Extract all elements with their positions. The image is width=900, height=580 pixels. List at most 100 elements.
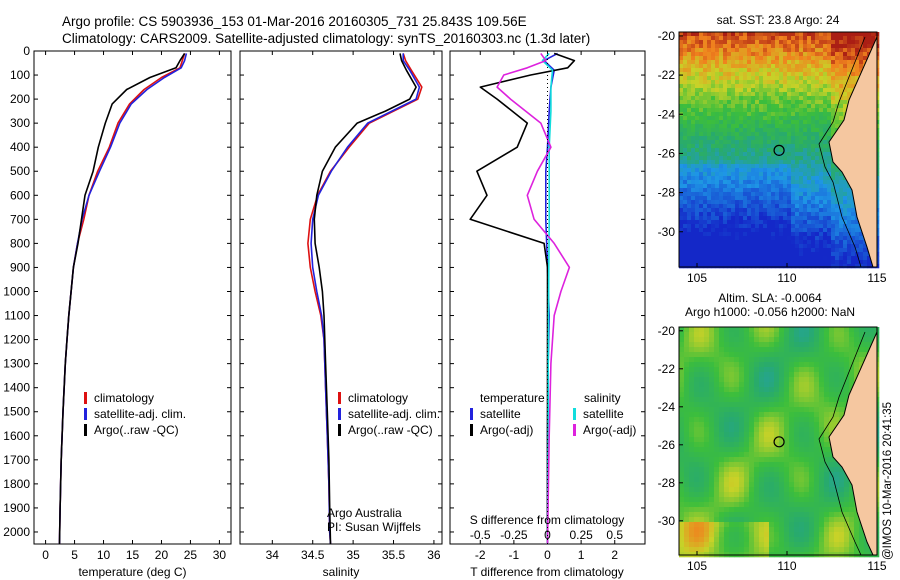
sst-map-lat-label: -20 — [658, 29, 676, 43]
difference-series-line — [541, 52, 554, 545]
difference-series-line — [496, 52, 571, 545]
temperature-frame — [33, 50, 232, 545]
depth-tick-label: 700 — [10, 212, 30, 226]
diff-legend-title: salinity — [584, 391, 621, 405]
temperature-xtick-label: 10 — [97, 548, 111, 562]
depth-tick-label: 0 — [23, 44, 30, 58]
sla-map-lon-label: 110 — [777, 559, 796, 573]
sst-map-frame — [678, 31, 878, 268]
profile-title: Argo profile: CS 5903936_153 01-Mar-2016… — [62, 14, 527, 29]
bathymetry-contour — [818, 36, 866, 268]
imos-credit: @IMOS 10-Mar-2016 20:41:35 — [882, 401, 894, 560]
depth-tick-label: 1000 — [3, 284, 30, 298]
depth-tick-label: 1100 — [4, 309, 30, 323]
temperature-diff-legend-item: satellite — [480, 407, 521, 421]
sla-map-lon-label: 115 — [867, 559, 886, 573]
depth-tick-label: 1700 — [3, 453, 30, 467]
depth-tick-label: 600 — [10, 188, 30, 202]
salinity-diff-tick-label: 0.5 — [606, 528, 623, 542]
temperature-xlabel: temperature (deg C) — [78, 565, 186, 579]
depth-tick-label: 1200 — [3, 333, 30, 347]
temperature-legend-item: Argo(..raw -QC) — [94, 423, 179, 437]
salinity-legend-swatch — [338, 408, 341, 420]
salinity-diff-label: S difference from climatology — [470, 513, 625, 527]
salinity-frame — [239, 50, 443, 545]
depth-tick-label: 200 — [10, 92, 30, 106]
depth-tick-label: 1600 — [3, 429, 30, 443]
depth-tick-label: 900 — [10, 260, 30, 274]
temperature-series-line — [58, 53, 188, 545]
temperature-legend-item: climatology — [94, 391, 154, 405]
temperature-xtick-label: 20 — [155, 548, 169, 562]
sla-map-lon-label: 105 — [687, 559, 707, 573]
sla-subtitle: Argo h1000: -0.056 h2000: NaN — [685, 305, 855, 319]
salinity-xtick-label: 34.5 — [301, 548, 325, 562]
temperature-legend-swatch — [84, 392, 87, 404]
temperature-xtick-label: 25 — [184, 548, 198, 562]
difference-xtick-label: 2 — [611, 548, 618, 562]
sla-map-lat-label: -24 — [658, 400, 676, 414]
depth-tick-label: 1500 — [3, 405, 30, 419]
sla-map-lat-label: -28 — [658, 476, 676, 490]
sst-map-lon-label: 115 — [867, 271, 886, 285]
sst-map-lat-label: -22 — [658, 68, 676, 82]
salinity-diff-tick-label: 0.25 — [569, 528, 593, 542]
salinity-diff-tick-label: 0 — [544, 528, 551, 542]
climatology-title: Climatology: CARS2009. Satellite-adjuste… — [62, 31, 591, 46]
sst-title: sat. SST: 23.8 Argo: 24 — [717, 13, 840, 27]
sst-map-lat-label: -24 — [658, 107, 676, 121]
temperature-xtick-label: 0 — [42, 548, 49, 562]
depth-tick-label: 100 — [10, 68, 30, 82]
sla-map-lat-label: -30 — [658, 514, 676, 528]
diff-legend-title: temperature — [480, 391, 545, 405]
depth-tick-label: 500 — [10, 164, 30, 178]
argo-position-marker — [773, 144, 785, 156]
depth-tick-label: 800 — [10, 236, 30, 250]
salinity-xtick-label: 36 — [427, 548, 441, 562]
temperature-xtick-label: 5 — [71, 548, 78, 562]
salinity-diff-legend-swatch — [573, 408, 576, 420]
salinity-panel: 34 34.5 35 35.5 36 salinity climatology satelli… — [239, 50, 443, 579]
temperature-series-line — [58, 53, 186, 545]
salinity-legend-item: satellite-adj. clim. — [348, 407, 440, 421]
depth-tick-label: 1800 — [3, 477, 30, 491]
bathymetry-contour — [818, 331, 866, 556]
temperature-diff-legend-swatch — [470, 424, 473, 436]
salinity-diff-legend-item: Argo(-adj) — [583, 423, 636, 437]
temperature-diff-legend-swatch — [470, 408, 473, 420]
salinity-legend-item: climatology — [348, 391, 408, 405]
sla-map-frame — [678, 326, 878, 556]
temperature-xtick-label: 30 — [213, 548, 227, 562]
sst-map-lon-label: 110 — [777, 271, 796, 285]
temperature-legend-swatch — [84, 424, 87, 436]
temperature-xtick-label: 15 — [126, 548, 140, 562]
difference-xtick-label: 1 — [578, 548, 585, 562]
difference-xtick-label: 0 — [544, 548, 551, 562]
temperature-legend-item: satellite-adj. clim. — [94, 407, 186, 421]
temperature-diff-legend-item: Argo(-adj) — [480, 423, 533, 437]
sst-map-lat-label: -28 — [658, 186, 676, 200]
depth-tick-label: 2000 — [3, 525, 30, 539]
depth-tick-label: 1300 — [3, 357, 30, 371]
sst-map-field — [679, 32, 880, 269]
depth-tick-label: 1400 — [3, 381, 30, 395]
difference-panel: -2 -1 0 1 2 -0.5 -0.25 0 0.25 0.5S difference fro… — [449, 50, 646, 579]
sla-map: 105 110 115 -20 -22 -24 -26 -28 -30 Altim. SLA: -… — [658, 291, 887, 573]
salinity-xtick-label: 35 — [346, 548, 360, 562]
depth-tick-label: 1900 — [3, 501, 30, 515]
pi-note: PI: Susan Wijffels — [327, 520, 421, 534]
sla-map-lat-label: -22 — [658, 362, 676, 376]
depth-tick-label: 300 — [10, 116, 30, 130]
salinity-diff-tick-label: -0.5 — [470, 528, 491, 542]
sla-title: Altim. SLA: -0.0064 — [718, 291, 822, 305]
difference-xtick-label: -2 — [475, 548, 486, 562]
sla-map-lat-label: -26 — [658, 438, 676, 452]
temperature-panel: 0100200300400500600700800900100011001200… — [3, 44, 232, 579]
salinity-xlabel: salinity — [323, 565, 360, 579]
salinity-series-line — [313, 53, 417, 545]
temperature-diff-label: T difference from climatology — [470, 565, 624, 579]
sst-map-lat-label: -26 — [658, 146, 676, 160]
salinity-diff-tick-label: -0.25 — [500, 528, 528, 542]
salinity-xtick-label: 34 — [266, 548, 280, 562]
